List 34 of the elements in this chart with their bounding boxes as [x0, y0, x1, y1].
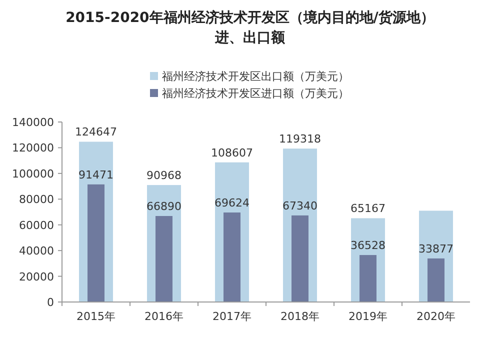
legend-label: 福州经济技术开发区进口额（万美元） [162, 87, 349, 100]
x-tick-label: 2019年 [348, 310, 388, 323]
data-label: 66890 [146, 200, 182, 213]
y-tick-label: 80000 [19, 193, 54, 206]
chart-title: 2015-2020年福州经济技术开发区（境内目的地/货源地）进、出口额 [66, 9, 434, 46]
y-tick-label: 20000 [19, 270, 54, 284]
x-tick-label: 2015年 [76, 310, 116, 323]
x-tick-label: 2017年 [212, 310, 252, 323]
y-tick-label: 100000 [12, 167, 54, 180]
data-label: 36528 [350, 239, 386, 252]
data-label: 90968 [146, 169, 182, 182]
bar [88, 184, 104, 302]
x-tick-label: 2020年 [416, 310, 456, 323]
bar [360, 255, 376, 302]
data-label: 65167 [350, 202, 386, 216]
bar [156, 216, 172, 302]
y-tick-label: 60000 [19, 218, 54, 232]
data-label: 69624 [214, 196, 250, 210]
data-label: 124647 [75, 126, 117, 139]
data-label: 119318 [279, 132, 321, 146]
data-label: 91471 [78, 168, 114, 182]
x-tick-label: 2018年 [280, 310, 320, 323]
x-tick-label: 2016年 [144, 310, 184, 323]
bar [428, 258, 444, 302]
bar [292, 215, 308, 302]
data-label: 108607 [211, 146, 253, 160]
data-label: 33877 [418, 242, 454, 256]
y-tick-label: 120000 [12, 142, 54, 155]
y-tick-label: 40000 [19, 244, 54, 258]
bar [224, 212, 240, 302]
y-tick-label: 0 [47, 296, 54, 309]
data-label: 67340 [282, 199, 318, 212]
y-tick-label: 140000 [12, 116, 54, 129]
legend-label: 福州经济技术开发区出口额（万美元） [162, 70, 349, 83]
